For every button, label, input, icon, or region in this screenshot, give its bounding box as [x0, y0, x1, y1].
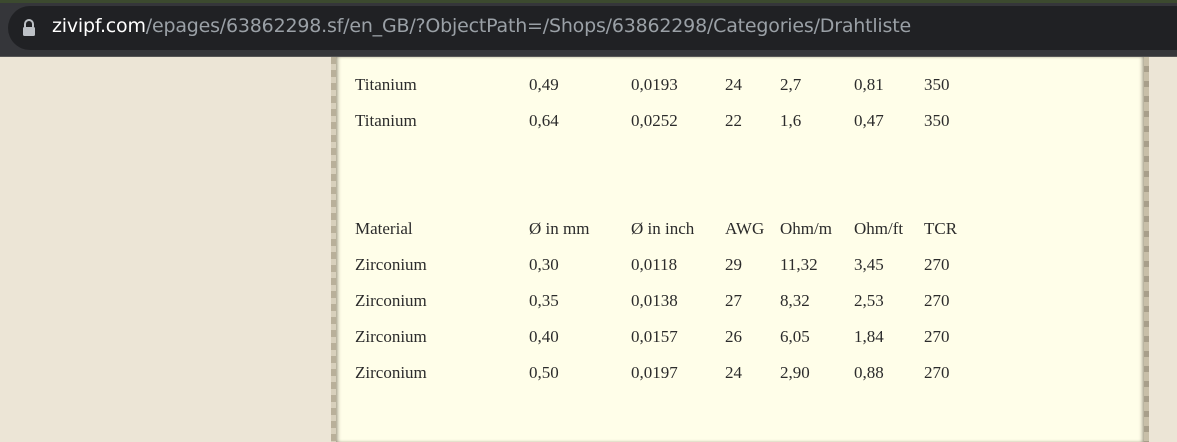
- table-cell: 1,6: [780, 111, 802, 130]
- browser-toolbar: zivipf.com/epages/63862298.sf/en_GB/?Obj…: [0, 0, 1177, 57]
- table-cell: 350: [924, 75, 950, 94]
- header-cell: Ø in inch: [631, 219, 695, 238]
- table-cell: 24: [725, 363, 742, 382]
- table-cell: 2,7: [780, 75, 802, 94]
- table-cell: 0,0138: [631, 291, 678, 310]
- table-cell: 24: [725, 75, 742, 94]
- header-cell: TCR: [924, 219, 958, 238]
- table-cell: 11,32: [780, 255, 818, 274]
- table-cell: 27: [725, 291, 742, 310]
- table-cell: 0,0197: [631, 363, 678, 382]
- table-cell: 22: [725, 111, 742, 130]
- table-cell: 0,64: [529, 111, 559, 130]
- url-path: /epages/63862298.sf/en_GB/?ObjectPath=/S…: [145, 15, 911, 37]
- content-page: Titanium 0,49 0,0193 24 2,7 0,81 350 Titanium 0,…: [331, 57, 1149, 442]
- url[interactable]: zivipf.com/epages/63862298.sf/en_GB/?Obj…: [52, 15, 911, 37]
- table-cell: 0,49: [529, 75, 559, 94]
- table-cell: 0,30: [529, 255, 559, 274]
- table-cell: 270: [924, 291, 950, 310]
- header-cell: AWG: [725, 219, 765, 238]
- table-cell: 3,45: [854, 255, 884, 274]
- address-bar[interactable]: [8, 6, 1177, 50]
- table-cell: 0,81: [854, 75, 884, 94]
- table-cell: 0,0157: [631, 327, 678, 346]
- lock-icon[interactable]: [22, 19, 36, 37]
- table-cell: Titanium: [355, 75, 417, 94]
- header-cell: Material: [355, 219, 413, 238]
- table-cell: 0,47: [854, 111, 884, 130]
- table-cell: 8,32: [780, 291, 810, 310]
- table-cell: 0,50: [529, 363, 559, 382]
- table-cell: 29: [725, 255, 742, 274]
- header-cell: Ohm/ft: [854, 219, 904, 238]
- table-cell: 270: [924, 363, 950, 382]
- header-cell: Ohm/m: [780, 219, 832, 238]
- table-cell: 1,84: [854, 327, 884, 346]
- table-cell: Zirconium: [355, 255, 427, 274]
- table-cell: 350: [924, 111, 950, 130]
- url-host: zivipf.com: [52, 15, 146, 37]
- table-cell: 0,0118: [631, 255, 678, 274]
- table-cell: 270: [924, 255, 950, 274]
- table-cell: 6,05: [780, 327, 810, 346]
- tab-strip: [0, 0, 1177, 3]
- table-cell: 0,88: [854, 363, 884, 382]
- table-cell: 2,53: [854, 291, 884, 310]
- table-cell: Zirconium: [355, 363, 427, 382]
- table-cell: Zirconium: [355, 291, 427, 310]
- table-cell: 26: [725, 327, 742, 346]
- table-cell: 0,35: [529, 291, 559, 310]
- table-cell: Zirconium: [355, 327, 427, 346]
- table-cell: 2,90: [780, 363, 810, 382]
- table-cell: 270: [924, 327, 950, 346]
- header-cell: Ø in mm: [529, 219, 590, 238]
- table-cell: Titanium: [355, 111, 417, 130]
- table-cell: 0,40: [529, 327, 559, 346]
- table-cell: 0,0193: [631, 75, 678, 94]
- table-cell: 0,0252: [631, 111, 678, 130]
